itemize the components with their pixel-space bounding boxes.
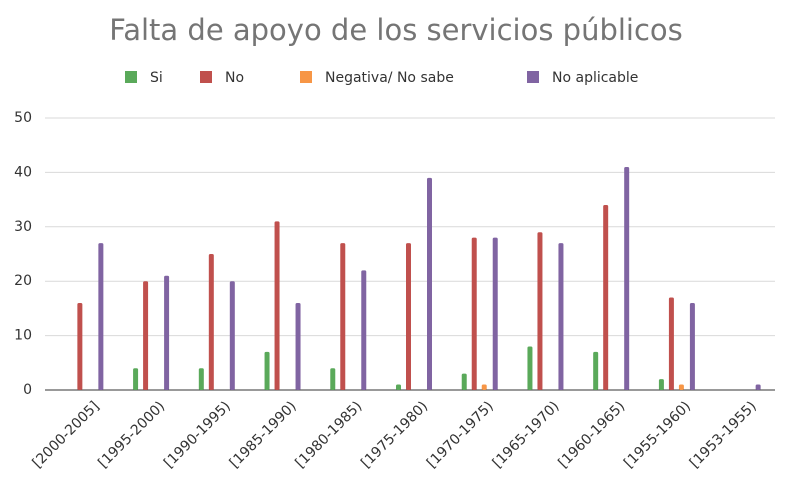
bar <box>624 166 630 390</box>
y-tick-label: 10 <box>14 328 32 344</box>
bar <box>361 270 367 390</box>
x-tick-label: [1953-1955) <box>687 398 760 471</box>
y-tick-label: 30 <box>14 219 32 235</box>
bar <box>658 379 664 390</box>
bar <box>143 281 149 390</box>
bar <box>77 302 83 390</box>
x-tick-label: [1990-1995) <box>161 398 234 471</box>
x-tick-label: [1965-1970) <box>490 398 563 471</box>
bar <box>98 243 104 390</box>
bar <box>264 351 270 390</box>
x-tick-label: [1980-1985) <box>292 398 365 471</box>
bar <box>678 384 684 390</box>
legend-swatch <box>300 71 312 83</box>
bar <box>558 243 564 390</box>
bar <box>755 384 761 390</box>
bar <box>198 368 204 390</box>
bar <box>668 297 674 390</box>
legend-label: No <box>225 70 244 86</box>
x-tick-label: [1975-1980) <box>358 398 431 471</box>
bar <box>593 351 599 390</box>
legend-label: Si <box>150 70 163 86</box>
legend-label: No aplicable <box>552 70 638 86</box>
bar <box>396 384 401 390</box>
bar <box>164 275 170 390</box>
x-tick-label: [1970-1975) <box>424 398 497 471</box>
x-tick-label: [1985-1990) <box>227 398 300 471</box>
y-tick-label: 0 <box>23 382 32 398</box>
chart-title: Falta de apoyo de los servicios públicos <box>109 13 683 47</box>
bar <box>330 368 336 390</box>
bar <box>461 373 467 390</box>
x-tick-label: [1955-1960) <box>621 398 694 471</box>
legend-swatch <box>125 71 137 83</box>
legend-label: Negativa/ No sabe <box>325 70 454 86</box>
bar <box>274 221 280 390</box>
x-tick-label: [1960-1965) <box>555 398 628 471</box>
y-tick-label: 40 <box>14 164 32 180</box>
legend-swatch <box>200 71 212 83</box>
y-tick-label: 50 <box>14 110 32 126</box>
legend-swatch <box>527 71 539 83</box>
bar <box>229 281 235 390</box>
bar <box>208 254 214 390</box>
bar <box>295 302 301 390</box>
x-tick-label: [1995-2000) <box>95 398 168 471</box>
bar <box>340 243 346 390</box>
bar <box>133 368 139 390</box>
bar <box>427 177 432 390</box>
bar <box>689 302 695 390</box>
x-tick-label: [2000-2005] <box>30 398 103 471</box>
bar <box>527 346 533 390</box>
bar <box>603 205 609 390</box>
bar <box>471 237 477 390</box>
bar <box>406 243 411 390</box>
bar <box>492 237 498 390</box>
bar <box>537 232 543 390</box>
y-tick-label: 20 <box>14 273 32 289</box>
bar <box>481 384 487 390</box>
